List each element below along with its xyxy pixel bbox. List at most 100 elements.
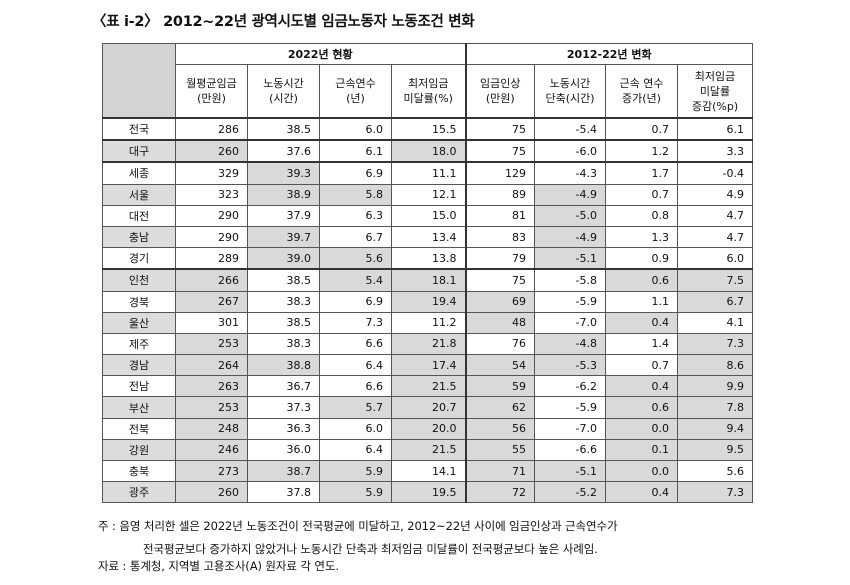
value-cell: 8.6 (677, 354, 753, 377)
value-cell: 75 (464, 268, 535, 292)
value-cell: 6.6 (319, 332, 392, 356)
value-cell: 4.7 (677, 204, 753, 227)
value-cell: 9.9 (677, 375, 753, 398)
value-cell: 36.7 (247, 375, 320, 398)
footnote-line-2: 전국평균보다 증가하지 않았거나 노동시간 단축과 최저임금 미달률이 전국평균… (143, 542, 598, 556)
value-cell: -4.3 (534, 161, 606, 185)
region-name: 인천 (102, 268, 176, 292)
value-cell: 37.3 (247, 396, 320, 419)
table-row: 제주 253 38.3 6.6 21.8 76 -4.8 1.4 7.3 (102, 332, 753, 356)
value-cell: 6.0 (677, 247, 753, 271)
value-cell: 5.4 (319, 268, 392, 292)
table-row: 전국 286 38.5 6.0 15.5 75 -5.4 0.7 6.1 (102, 117, 753, 142)
value-cell: 4.9 (677, 183, 753, 206)
value-cell: 18.1 (391, 268, 466, 292)
value-cell: 56 (464, 417, 535, 440)
value-cell: 4.7 (677, 225, 753, 249)
value-cell: 4.1 (677, 311, 753, 334)
value-cell: 15.0 (391, 204, 466, 227)
column-header: 근속연수 (년) (319, 64, 392, 119)
value-cell: 21.5 (391, 438, 466, 462)
value-cell: 323 (175, 183, 248, 206)
value-cell: 38.9 (247, 183, 320, 206)
value-cell: 38.8 (247, 354, 320, 377)
value-cell: 7.3 (677, 481, 753, 504)
value-cell: -7.0 (534, 311, 606, 334)
region-name: 전국 (102, 117, 176, 142)
value-cell: 6.4 (319, 438, 392, 462)
table-row: 강원 246 36.0 6.4 21.5 55 -6.6 0.1 9.5 (102, 438, 753, 462)
value-cell: 7.3 (677, 332, 753, 356)
value-cell: 9.5 (677, 438, 753, 462)
column-header: 노동시간 (시간) (247, 64, 320, 119)
value-cell: 36.0 (247, 438, 320, 462)
value-cell: 19.5 (391, 481, 466, 504)
value-cell: 248 (175, 417, 248, 440)
value-cell: -6.6 (534, 438, 606, 462)
region-name: 대전 (102, 204, 176, 227)
value-cell: 5.9 (319, 481, 392, 504)
value-cell: 39.0 (247, 247, 320, 271)
value-cell: 7.8 (677, 396, 753, 419)
value-cell: 37.9 (247, 204, 320, 227)
value-cell: 17.4 (391, 354, 466, 377)
value-cell: 5.6 (677, 459, 753, 483)
value-cell: 37.8 (247, 481, 320, 504)
value-cell: 38.3 (247, 290, 320, 313)
value-cell: 5.6 (319, 247, 392, 271)
value-cell: 76 (464, 332, 535, 356)
region-name: 강원 (102, 438, 176, 462)
value-cell: -5.0 (534, 204, 606, 227)
table-row: 경북 267 38.3 6.9 19.4 69 -5.9 1.1 6.7 (102, 290, 753, 313)
value-cell: 12.1 (391, 183, 466, 206)
column-header: 임금인상 (만원) (464, 64, 535, 119)
value-cell: 6.6 (319, 375, 392, 398)
value-cell: 301 (175, 311, 248, 334)
table-row: 세종 329 39.3 6.9 11.1 129 -4.3 1.7 -0.4 (102, 161, 753, 185)
value-cell: 54 (464, 354, 535, 377)
value-cell: 0.9 (605, 247, 678, 271)
value-cell: 18.0 (391, 139, 466, 164)
value-cell: 3.3 (677, 139, 753, 164)
value-cell: 0.1 (605, 438, 678, 462)
value-cell: -5.9 (534, 290, 606, 313)
value-cell: 5.7 (319, 396, 392, 419)
value-cell: -5.1 (534, 247, 606, 271)
value-cell: 267 (175, 290, 248, 313)
value-cell: 6.7 (319, 225, 392, 249)
value-cell: 38.3 (247, 332, 320, 356)
table-title: 〈표 ⅰ-2〉 2012~22년 광역시도별 임금노동자 노동조건 변화 (92, 14, 475, 30)
value-cell: 7.3 (319, 311, 392, 334)
value-cell: 329 (175, 161, 248, 185)
table-row: 대전 290 37.9 6.3 15.0 81 -5.0 0.8 4.7 (102, 204, 753, 227)
value-cell: 264 (175, 354, 248, 377)
value-cell: 75 (464, 139, 535, 164)
region-name: 대구 (102, 139, 176, 164)
value-cell: 9.4 (677, 417, 753, 440)
value-cell: 246 (175, 438, 248, 462)
value-cell: -5.9 (534, 396, 606, 419)
value-cell: 0.6 (605, 396, 678, 419)
value-cell: 1.2 (605, 139, 678, 164)
group-header-2022: 2022년 현황 (175, 43, 466, 65)
value-cell: 0.0 (605, 417, 678, 440)
region-name: 경남 (102, 354, 176, 377)
column-header: 월평균임금 (만원) (175, 64, 248, 119)
value-cell: 5.8 (319, 183, 392, 206)
value-cell: 13.4 (391, 225, 466, 249)
value-cell: 0.4 (605, 311, 678, 334)
value-cell: 20.7 (391, 396, 466, 419)
column-header: 노동시간 단축(시간) (534, 64, 606, 119)
value-cell: -6.2 (534, 375, 606, 398)
value-cell: 11.2 (391, 311, 466, 334)
value-cell: 290 (175, 204, 248, 227)
region-name: 전북 (102, 417, 176, 440)
value-cell: 71 (464, 459, 535, 483)
value-cell: 20.0 (391, 417, 466, 440)
value-cell: 55 (464, 438, 535, 462)
region-name: 전남 (102, 375, 176, 398)
value-cell: 89 (464, 183, 535, 206)
value-cell: 253 (175, 396, 248, 419)
value-cell: 39.7 (247, 225, 320, 249)
value-cell: 81 (464, 204, 535, 227)
